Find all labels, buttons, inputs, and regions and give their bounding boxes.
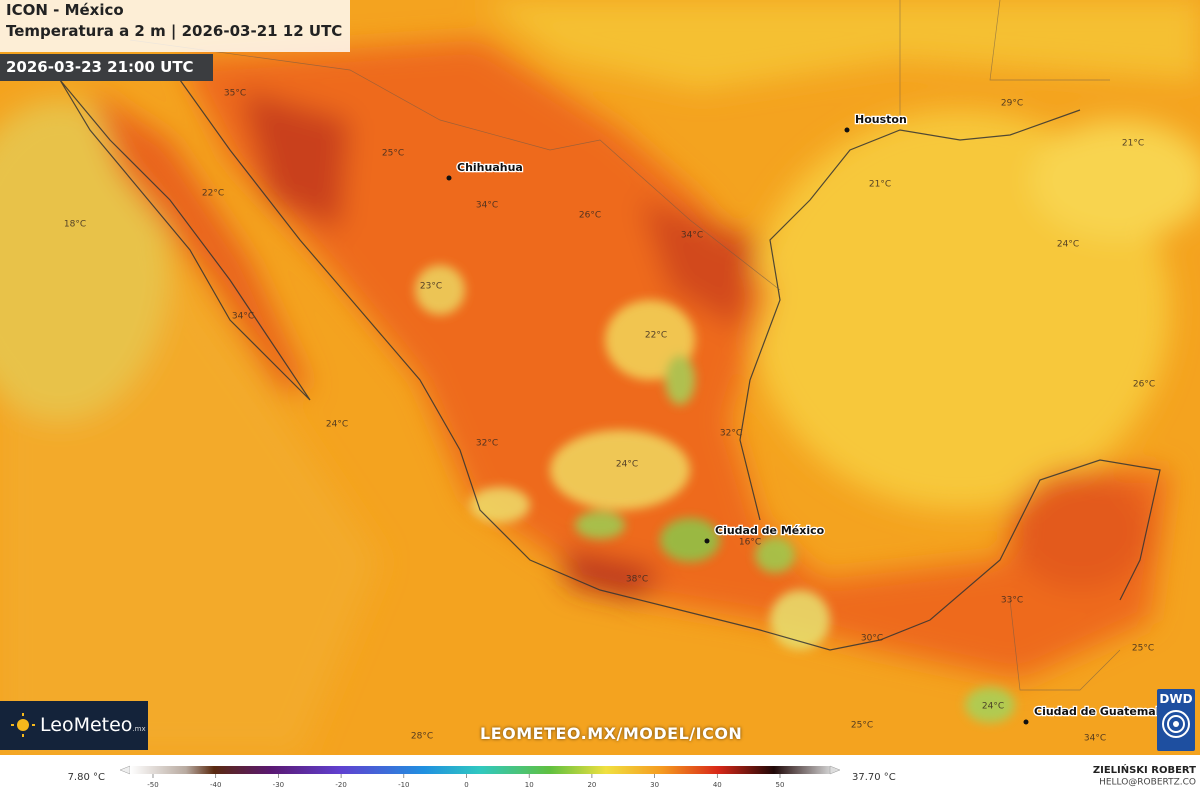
- city-dot: [844, 127, 850, 133]
- temperature-label: 24°C: [616, 460, 638, 470]
- temperature-label: 21°C: [869, 180, 891, 190]
- temperature-label: 16°C: [739, 538, 761, 548]
- colorbar-tick-label: -40: [210, 781, 221, 789]
- temperature-label: 26°C: [579, 211, 601, 221]
- colorbar-tick-label: -20: [335, 781, 346, 789]
- colorbar-min: 7.80 °C: [68, 772, 105, 783]
- colorbar-ticks: -50 -40 -30 -20 -10 0 10 20 30 40 50: [147, 774, 784, 789]
- temperature-label: 24°C: [1057, 240, 1079, 250]
- temperature-label: 18°C: [64, 220, 86, 230]
- city-label: Ciudad de Guatemala: [1034, 705, 1167, 718]
- dwd-text: DWD: [1159, 692, 1193, 706]
- city-dot: [446, 175, 452, 181]
- temperature-label: 33°C: [1001, 596, 1023, 606]
- temperature-label: 34°C: [232, 312, 254, 322]
- city-label: Ciudad de México: [715, 524, 825, 537]
- colorbar-tick-label: 0: [464, 781, 468, 789]
- header: ICON - México Temperatura a 2 m | 2026-0…: [0, 0, 350, 52]
- temperature-label: 23°C: [420, 282, 442, 292]
- dwd-badge: DWD: [1157, 689, 1195, 751]
- colorbar-tick-label: 20: [587, 781, 596, 789]
- temperature-label: 34°C: [476, 201, 498, 211]
- temperature-label: 26°C: [1133, 380, 1155, 390]
- temperature-label: 25°C: [382, 149, 404, 159]
- temperature-label: 22°C: [202, 189, 224, 199]
- temperature-label: 21°C: [1122, 139, 1144, 149]
- city-labels: Houston Chihuahua Ciudad de México Ciudad d…: [446, 112, 1168, 725]
- city-label: Houston: [855, 113, 907, 126]
- temperature-field: [0, 0, 1200, 755]
- temperature-label: 24°C: [326, 420, 348, 430]
- city-label: Chihuahua: [457, 161, 523, 174]
- temperature-label: 29°C: [1001, 99, 1023, 109]
- city-dot: [1023, 719, 1029, 725]
- author: ZIELIŃSKI ROBERT: [1093, 763, 1196, 776]
- colorbar-max: 37.70 °C: [852, 772, 896, 783]
- subtitle: Temperatura a 2 m | 2026-03-21 12 UTC: [6, 22, 343, 40]
- logo-text: LeoMeteo: [40, 714, 133, 736]
- colorbar-tick-label: 30: [650, 781, 659, 789]
- temperature-label: 28°C: [411, 732, 433, 742]
- temperature-labels: 35°C 25°C 22°C 18°C 34°C 26°C 34°C 29°C 21°C 21°C…: [64, 89, 1155, 744]
- valid-time: 2026-03-23 21:00 UTC: [0, 54, 213, 81]
- source-url: LEOMETEO.MX/MODEL/ICON: [480, 724, 743, 743]
- colorbar-tick-label: 10: [525, 781, 534, 789]
- temperature-label: 32°C: [720, 429, 742, 439]
- temperature-label: 38°C: [626, 575, 648, 585]
- colorbar: [130, 766, 830, 774]
- temperature-label: 34°C: [1084, 734, 1106, 744]
- temperature-label: 34°C: [681, 231, 703, 241]
- colorbar-tick-label: -50: [147, 781, 158, 789]
- colorbar-tick-label: 50: [776, 781, 785, 789]
- temperature-label: 30°C: [861, 634, 883, 644]
- logo-suffix: .mx: [132, 725, 146, 733]
- temperature-label: 35°C: [224, 89, 246, 99]
- city-dot: [704, 538, 710, 544]
- temperature-label: 22°C: [645, 331, 667, 341]
- temperature-label: 25°C: [1132, 644, 1154, 654]
- temperature-label: 25°C: [851, 721, 873, 731]
- colorbar-tick-label: -10: [398, 781, 409, 789]
- logo: LeoMeteo.mx: [0, 701, 148, 750]
- temperature-label: 32°C: [476, 439, 498, 449]
- title: ICON - México: [6, 1, 124, 19]
- contact: HELLO@ROBERTZ.CO: [1099, 778, 1196, 788]
- colorbar-tick-label: -30: [273, 781, 284, 789]
- colorbar-tick-label: 40: [713, 781, 722, 789]
- temperature-label: 24°C: [982, 702, 1004, 712]
